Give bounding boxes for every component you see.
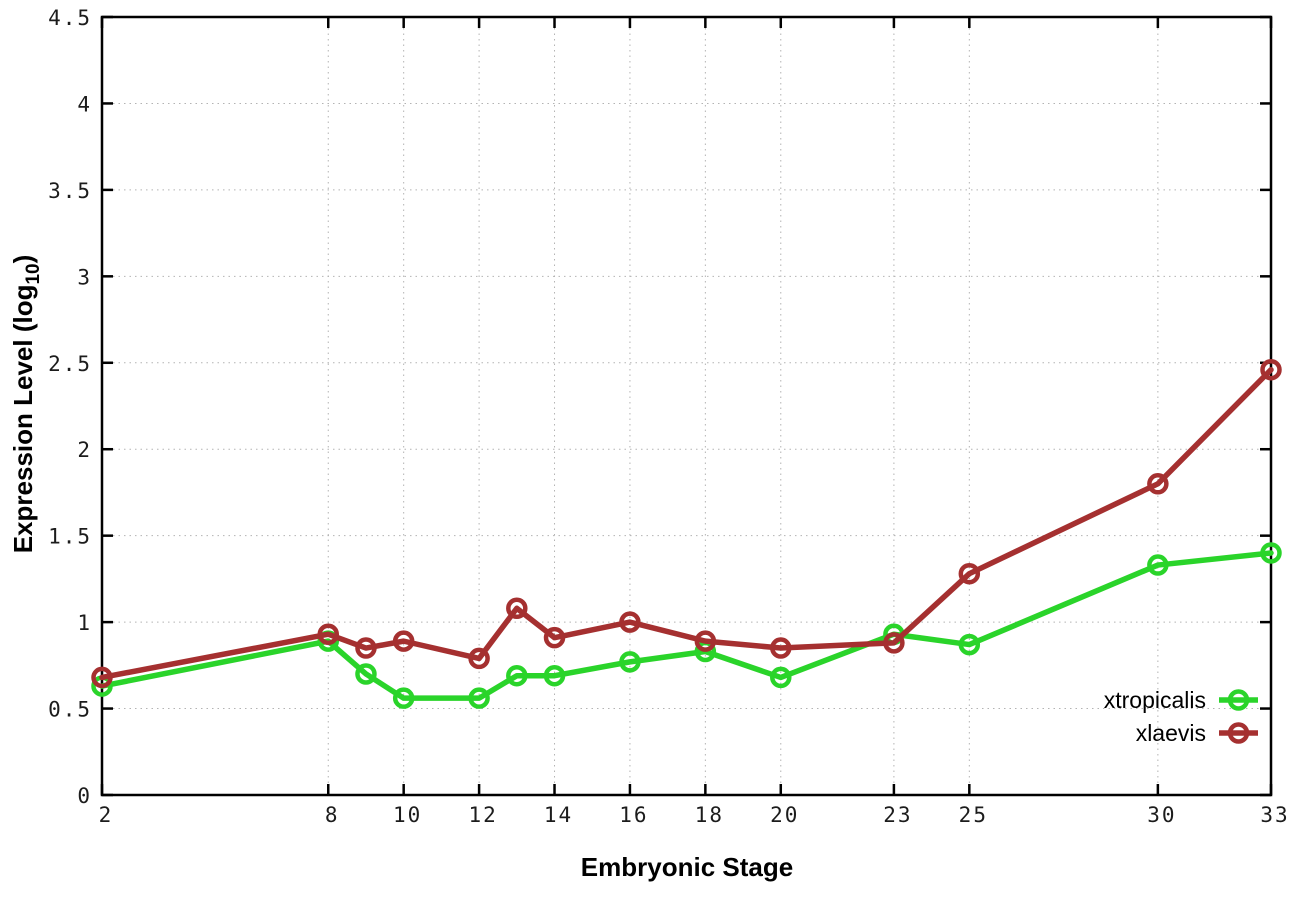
y-tick-label: 0.5 (48, 698, 92, 722)
y-axis-title-close: ) (8, 255, 38, 264)
x-tick-label: 14 (544, 803, 573, 827)
plot-border (100, 15, 1273, 797)
y-tick-label: 2 (77, 438, 92, 462)
x-tick-label: 20 (770, 803, 799, 827)
data-point-xtropicalis-14 (543, 664, 566, 687)
data-point-xtropicalis-20 (770, 666, 792, 689)
series-layer (91, 358, 1282, 709)
data-point-xlaevis-9 (355, 637, 377, 659)
y-tick-label: 4 (77, 92, 92, 116)
data-point-xlaevis-8 (317, 623, 340, 645)
y-axis-title-main: Expression Level (log (8, 285, 38, 554)
legend-marker-xlaevis (1227, 722, 1250, 744)
data-point-xtropicalis-33 (1260, 542, 1282, 564)
y-tick-label: 1 (77, 611, 92, 635)
y-tick-label: 1.5 (48, 525, 92, 549)
series-line-xlaevis (99, 366, 1274, 681)
data-point-xtropicalis-13 (506, 664, 528, 687)
legend-marker-xtropicalis (1227, 689, 1250, 711)
data-point-xtropicalis-10 (392, 687, 415, 709)
data-point-xlaevis-25 (958, 562, 981, 585)
x-tick-label: 2 (99, 803, 114, 827)
data-point-xlaevis-18 (694, 630, 717, 652)
data-point-xlaevis-20 (770, 637, 792, 659)
x-tick-label: 30 (1147, 803, 1176, 827)
data-point-xlaevis-33 (1260, 358, 1282, 381)
legend-label-xlaevis: xlaevis (1136, 720, 1206, 746)
y-axis-title-subscript: 10 (23, 263, 44, 284)
x-tick-label: 23 (883, 803, 912, 827)
x-tick-label: 10 (393, 803, 422, 827)
data-point-xlaevis-13 (506, 597, 528, 620)
data-point-xtropicalis-30 (1147, 554, 1169, 576)
data-point-xlaevis-12 (468, 647, 490, 670)
axes-layer: 2 8 10 12 14 16 18 20 23 25 30 33 0 0.5 1 1.5 2 2.5 3 3.5 4 4… (48, 6, 1289, 827)
data-point-xtropicalis-16 (619, 651, 641, 673)
data-point-xtropicalis-25 (958, 633, 981, 656)
data-point-xtropicalis-9 (355, 663, 377, 685)
x-axis-title: Embryonic Stage (581, 852, 793, 882)
data-point-xlaevis-10 (392, 630, 415, 652)
y-tick-label: 2.5 (48, 352, 92, 376)
data-point-xlaevis-30 (1147, 473, 1169, 495)
y-tick-label: 0 (77, 784, 92, 808)
series-line-xtropicalis (99, 550, 1274, 701)
legend-layer: xtropicalis xlaevis (1104, 687, 1258, 746)
y-tick-label: 3.5 (48, 179, 92, 203)
data-point-xlaevis-2 (91, 666, 113, 689)
data-point-xlaevis-23 (883, 632, 905, 654)
x-tick-label: 18 (695, 803, 724, 827)
y-axis-title: Expression Level (log10) (8, 255, 44, 554)
legend-label-xtropicalis: xtropicalis (1104, 687, 1206, 713)
x-tick-label: 8 (325, 803, 340, 827)
y-tick-label: 4.5 (48, 6, 92, 30)
x-tick-label: 33 (1260, 803, 1289, 827)
grid-layer (101, 16, 1272, 796)
data-point-xlaevis-16 (619, 611, 641, 633)
data-point-xlaevis-14 (543, 626, 566, 649)
x-tick-label: 25 (959, 803, 988, 827)
y-tick-label: 3 (77, 265, 92, 289)
x-tick-label: 16 (619, 803, 648, 827)
data-point-xtropicalis-12 (468, 687, 490, 709)
x-tick-label: 12 (468, 803, 497, 827)
